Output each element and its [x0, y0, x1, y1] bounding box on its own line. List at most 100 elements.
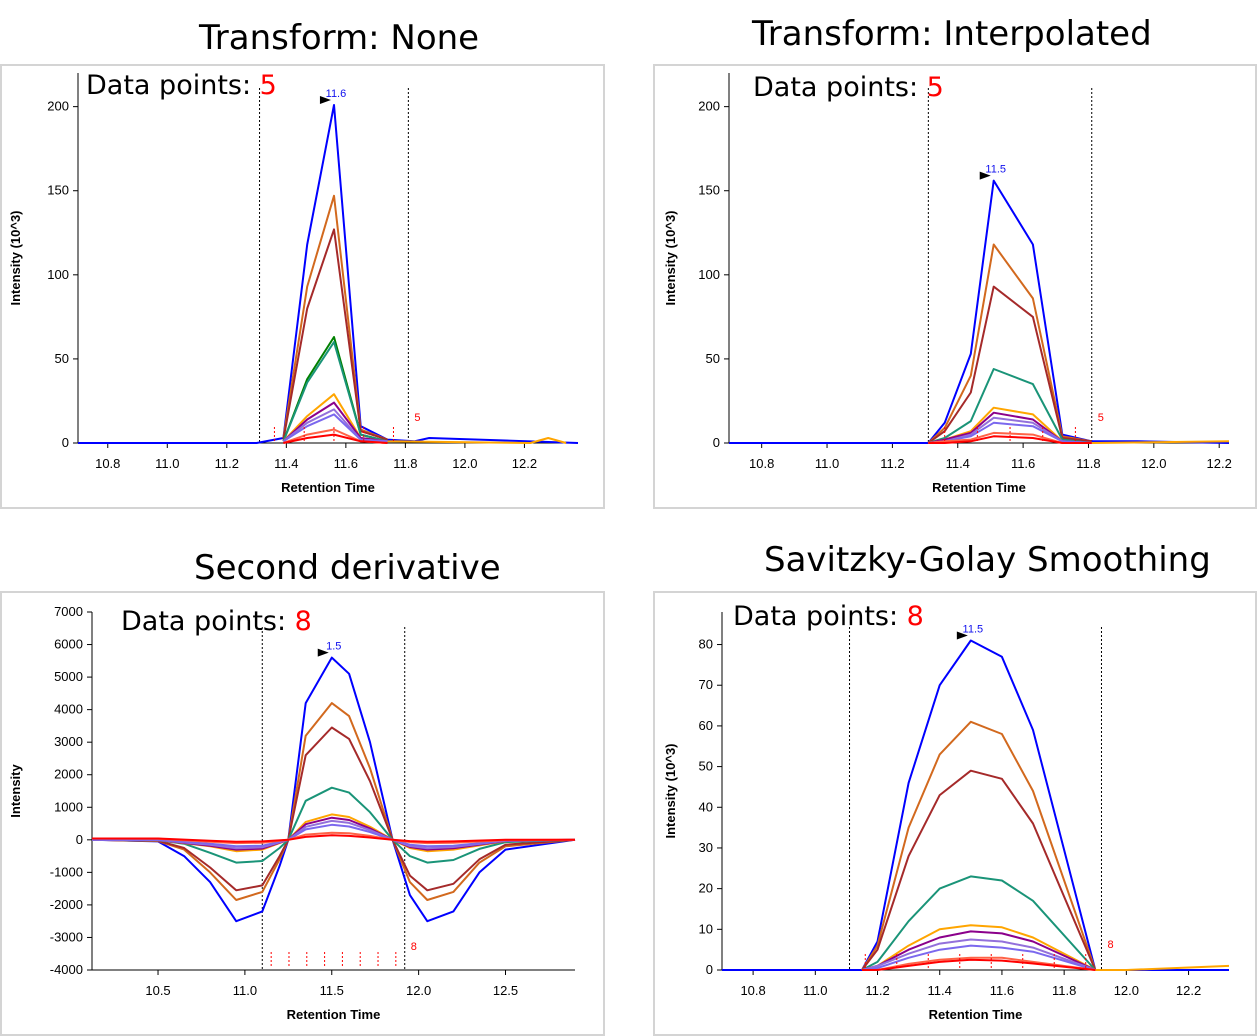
data-points-count: 8 [907, 601, 924, 632]
peak-apex-marker [956, 631, 968, 640]
y-tick-label: 80 [699, 637, 713, 652]
series-line-s6 [91, 816, 576, 851]
x-tick-label: 12.0 [406, 983, 431, 998]
point-count-label: 8 [411, 941, 417, 953]
series-line-s10 [928, 435, 1092, 444]
x-tick-label: 10.5 [145, 983, 170, 998]
chart-title: Transform: Interpolated [752, 14, 1152, 54]
data-points-text: Data points: [753, 72, 927, 103]
series-line-s10 [862, 958, 1096, 971]
y-axis-label: Intensity [8, 764, 23, 818]
y-tick-label: -2000 [50, 897, 83, 912]
y-tick-label: 200 [698, 99, 720, 114]
point-count-label: 5 [1098, 412, 1104, 424]
series-line-s1 [78, 104, 579, 444]
series-line-s11 [283, 433, 388, 444]
peak-label: 11.5 [963, 623, 984, 635]
y-tick-label: 100 [698, 267, 720, 282]
y-tick-label: 2000 [54, 767, 83, 782]
series-line-s10 [92, 834, 575, 843]
series-line-s5 [282, 341, 388, 443]
data-points-count: 8 [295, 606, 312, 637]
y-axis-label: Intensity (10^3) [8, 210, 23, 305]
x-tick-label: 12.2 [512, 456, 537, 471]
data-points-text: Data points: [733, 601, 907, 632]
series-line-s4 [91, 786, 576, 864]
y-tick-label: 30 [699, 840, 713, 855]
y-tick-label: 20 [699, 881, 713, 896]
series-line-s2 [861, 720, 1097, 971]
data-points-count: 5 [260, 70, 277, 101]
series-line-s9 [282, 413, 388, 443]
chart-panel-transform-interpolated [653, 64, 1257, 509]
x-tick-label: 12.0 [1114, 983, 1139, 998]
y-tick-label: 150 [698, 183, 720, 198]
series-line-s2 [91, 702, 576, 901]
point-count-label: 5 [414, 412, 420, 424]
y-tick-label: 4000 [54, 702, 83, 717]
peak-label: 1.5 [326, 641, 341, 653]
y-tick-label: 3000 [54, 734, 83, 749]
x-tick-label: 11.5 [320, 983, 344, 998]
y-tick-label: 150 [47, 183, 69, 198]
series-line-s1 [91, 656, 576, 923]
y-tick-label: -1000 [50, 864, 83, 879]
series-line-s1 [729, 179, 1230, 444]
x-tick-label: 11.2 [865, 983, 889, 998]
y-tick-label: 1000 [54, 799, 83, 814]
chart-title: Transform: None [199, 18, 480, 58]
y-tick-label: 60 [699, 718, 713, 733]
x-tick-label: 11.0 [233, 983, 257, 998]
y-tick-label: 7000 [54, 604, 83, 619]
y-tick-label: 6000 [54, 637, 83, 652]
x-axis-label: Retention Time [287, 1007, 381, 1022]
series-line-s5 [91, 813, 576, 853]
y-tick-label: 200 [47, 99, 69, 114]
series-line-s7 [861, 938, 1096, 971]
y-tick-label: 50 [699, 759, 713, 774]
data-points-text: Data points: [121, 606, 295, 637]
x-tick-label: 11.8 [1076, 456, 1100, 471]
data-points-label: Data points: 8 [121, 606, 312, 637]
data-points-text: Data points: [86, 70, 260, 101]
data-points-label: Data points: 5 [86, 70, 277, 101]
x-tick-label: 11.2 [215, 456, 239, 471]
series-line-s9 [91, 831, 576, 845]
series-line-s3 [861, 769, 1097, 971]
series-line-s4 [928, 368, 1092, 444]
y-tick-label: 50 [55, 351, 69, 366]
y-tick-label: -3000 [50, 929, 83, 944]
x-tick-label: 11.4 [946, 456, 970, 471]
x-axis-label: Retention Time [281, 480, 375, 495]
x-tick-label: 12.2 [1176, 983, 1201, 998]
y-tick-label: 0 [62, 435, 69, 450]
x-tick-label: 11.6 [990, 983, 1014, 998]
x-tick-label: 10.8 [749, 456, 774, 471]
series-line-s3 [91, 726, 576, 892]
peak-apex-marker [317, 648, 329, 657]
x-tick-label: 12.0 [452, 456, 477, 471]
y-tick-label: 5000 [54, 669, 83, 684]
peak-label: 11.5 [985, 164, 1006, 176]
x-tick-label: 11.2 [880, 456, 904, 471]
x-axis-label: Retention Time [932, 480, 1026, 495]
x-tick-label: 11.4 [928, 983, 952, 998]
series-line-s1 [722, 639, 1229, 971]
y-tick-label: -4000 [50, 962, 83, 977]
series-line-s2 [927, 243, 1092, 444]
y-tick-label: 50 [706, 351, 720, 366]
x-tick-label: 11.0 [815, 456, 839, 471]
data-points-label: Data points: 5 [753, 72, 944, 103]
x-tick-label: 12.2 [1207, 456, 1232, 471]
chart-title: Savitzky-Golay Smoothing [764, 540, 1211, 580]
y-tick-label: 0 [706, 962, 713, 977]
series-line-s2 [282, 194, 388, 441]
series-line-s8 [861, 944, 1096, 971]
x-tick-label: 11.4 [274, 456, 298, 471]
data-points-count: 5 [927, 72, 944, 103]
series-line-s7 [282, 401, 388, 443]
x-tick-label: 11.0 [803, 983, 827, 998]
y-tick-label: 0 [76, 832, 83, 847]
peak-apex-marker [319, 95, 331, 104]
